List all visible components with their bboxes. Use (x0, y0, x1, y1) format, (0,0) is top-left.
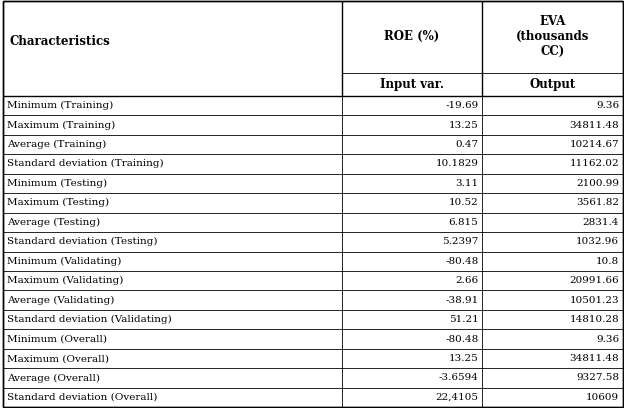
Text: Standard deviation (Training): Standard deviation (Training) (7, 160, 163, 169)
Text: Average (Validating): Average (Validating) (7, 295, 114, 305)
Text: -3.6594: -3.6594 (439, 373, 479, 382)
Text: Standard deviation (Testing): Standard deviation (Testing) (7, 237, 157, 246)
Text: 2831.4: 2831.4 (583, 218, 619, 227)
Text: Maximum (Testing): Maximum (Testing) (7, 198, 109, 207)
Text: Maximum (Overall): Maximum (Overall) (7, 354, 109, 363)
Text: Minimum (Testing): Minimum (Testing) (7, 179, 107, 188)
Text: -38.91: -38.91 (445, 296, 479, 305)
Text: 11162.02: 11162.02 (569, 160, 619, 169)
Text: 10.52: 10.52 (449, 198, 479, 207)
Text: EVA
(thousands
CC): EVA (thousands CC) (516, 16, 589, 58)
Text: Average (Overall): Average (Overall) (7, 373, 100, 383)
Text: Maximum (Training): Maximum (Training) (7, 120, 115, 130)
Text: 3.11: 3.11 (456, 179, 479, 188)
Text: 5.2397: 5.2397 (442, 237, 479, 246)
Text: 9.36: 9.36 (596, 335, 619, 344)
Text: -19.69: -19.69 (445, 101, 479, 110)
Text: Input var.: Input var. (380, 78, 444, 91)
Text: 13.25: 13.25 (449, 354, 479, 363)
Text: 6.815: 6.815 (449, 218, 479, 227)
Text: 20991.66: 20991.66 (569, 276, 619, 285)
Text: 34811.48: 34811.48 (569, 354, 619, 363)
Text: Minimum (Training): Minimum (Training) (7, 101, 113, 110)
Text: 9327.58: 9327.58 (576, 373, 619, 382)
Text: -80.48: -80.48 (445, 335, 479, 344)
Text: 34811.48: 34811.48 (569, 120, 619, 129)
Text: 2100.99: 2100.99 (576, 179, 619, 188)
Text: 3561.82: 3561.82 (576, 198, 619, 207)
Text: Minimum (Validating): Minimum (Validating) (7, 257, 121, 266)
Text: 22,4105: 22,4105 (436, 393, 479, 402)
Text: Characteristics: Characteristics (9, 35, 110, 48)
Text: 10214.67: 10214.67 (569, 140, 619, 149)
Text: Output: Output (529, 78, 575, 91)
Text: -80.48: -80.48 (445, 257, 479, 266)
Text: 2.66: 2.66 (456, 276, 479, 285)
Text: ROE (%): ROE (%) (384, 30, 440, 43)
Text: 1032.96: 1032.96 (576, 237, 619, 246)
Text: 13.25: 13.25 (449, 120, 479, 129)
Text: Standard deviation (Overall): Standard deviation (Overall) (7, 393, 157, 402)
Text: 10.8: 10.8 (596, 257, 619, 266)
Text: Average (Training): Average (Training) (7, 140, 106, 149)
Text: 9.36: 9.36 (596, 101, 619, 110)
Text: 51.21: 51.21 (449, 315, 479, 324)
Text: Minimum (Overall): Minimum (Overall) (7, 335, 107, 344)
Text: 0.47: 0.47 (456, 140, 479, 149)
Text: 14810.28: 14810.28 (569, 315, 619, 324)
Text: Standard deviation (Validating): Standard deviation (Validating) (7, 315, 172, 324)
Text: Average (Testing): Average (Testing) (7, 218, 100, 227)
Text: Maximum (Validating): Maximum (Validating) (7, 276, 123, 285)
Text: 10.1829: 10.1829 (436, 160, 479, 169)
Text: 10609: 10609 (586, 393, 619, 402)
Text: 10501.23: 10501.23 (569, 296, 619, 305)
